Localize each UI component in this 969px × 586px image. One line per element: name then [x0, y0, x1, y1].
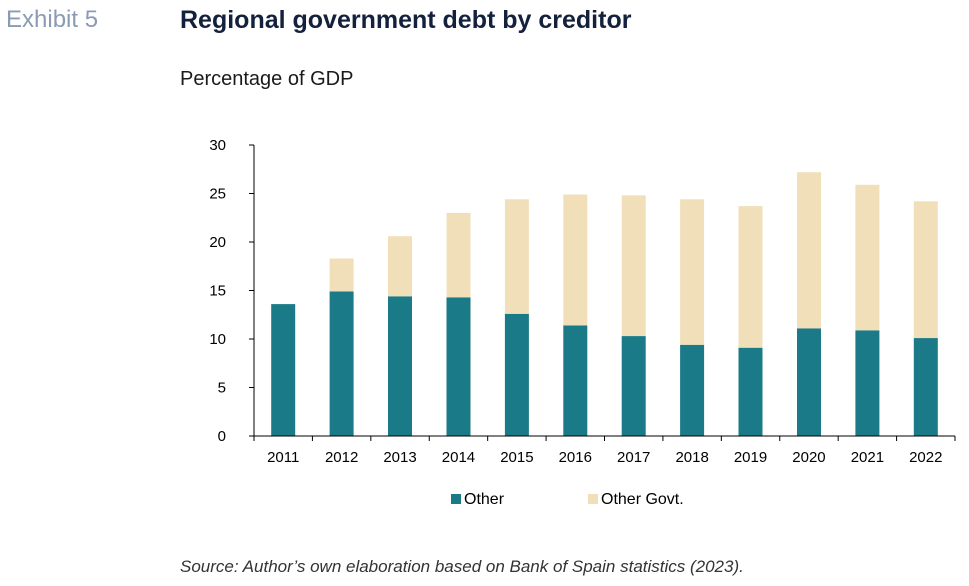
bar-other-2020 — [797, 328, 821, 436]
legend-label-other-govt: Other Govt. — [601, 491, 684, 508]
x-tick-label-2018: 2018 — [675, 449, 708, 466]
bar-other-2016 — [563, 325, 588, 436]
x-tick-label-2014: 2014 — [442, 449, 475, 466]
bar-other-2014 — [446, 297, 471, 436]
y-tick-label-0: 0 — [218, 428, 226, 445]
y-tick-label-20: 20 — [209, 234, 226, 251]
bar-other-govt-2015 — [504, 199, 529, 314]
bar-other-2019 — [738, 347, 763, 436]
x-tick-label-2013: 2013 — [383, 449, 416, 466]
exhibit-label: Exhibit 5 — [6, 6, 99, 33]
y-tick-label-5: 5 — [218, 380, 226, 397]
bar-other-2017 — [621, 336, 646, 436]
bar-other-govt-2012 — [329, 258, 354, 292]
x-tick-label-2021: 2021 — [851, 449, 884, 466]
y-tick-label-10: 10 — [209, 331, 226, 348]
bar-other-govt-2014 — [446, 212, 471, 298]
bar-other-2018 — [680, 344, 705, 436]
source-note: Source: Author’s own elaboration based o… — [180, 557, 744, 576]
bar-other-govt-2020 — [797, 172, 821, 329]
x-tick-label-2019: 2019 — [734, 449, 767, 466]
x-tick-label-2022: 2022 — [909, 449, 942, 466]
x-tick-label-2011: 2011 — [267, 449, 299, 466]
legend-swatch-other-govt — [588, 494, 598, 504]
bar-other-2015 — [504, 313, 529, 436]
legend-swatch-other — [451, 494, 461, 504]
bar-other-2022 — [913, 338, 938, 436]
x-tick-label-2012: 2012 — [325, 449, 358, 466]
x-tick-label-2017: 2017 — [617, 449, 650, 466]
bar-other-govt-2016 — [563, 194, 588, 326]
y-tick-label-25: 25 — [209, 186, 226, 203]
bar-other-2012 — [329, 291, 354, 436]
bar-other-2021 — [855, 330, 880, 436]
y-tick-label-30: 30 — [209, 137, 226, 154]
x-tick-label-2015: 2015 — [500, 449, 533, 466]
bar-other-govt-2013 — [388, 236, 412, 297]
bar-other-govt-2019 — [738, 206, 763, 348]
x-tick-label-2016: 2016 — [559, 449, 592, 466]
bar-other-2013 — [388, 296, 412, 436]
bar-other-govt-2021 — [855, 184, 880, 331]
bar-other-govt-2017 — [621, 195, 646, 336]
bar-other-govt-2018 — [680, 199, 705, 345]
bar-other-govt-2022 — [913, 201, 938, 339]
chart-subtitle: Percentage of GDP — [180, 68, 354, 90]
bar-other-2011 — [271, 304, 296, 436]
chart-title: Regional government debt by creditor — [180, 6, 632, 34]
y-tick-label-15: 15 — [209, 283, 226, 300]
legend-label-other: Other — [464, 491, 505, 508]
x-tick-label-2020: 2020 — [792, 449, 825, 466]
